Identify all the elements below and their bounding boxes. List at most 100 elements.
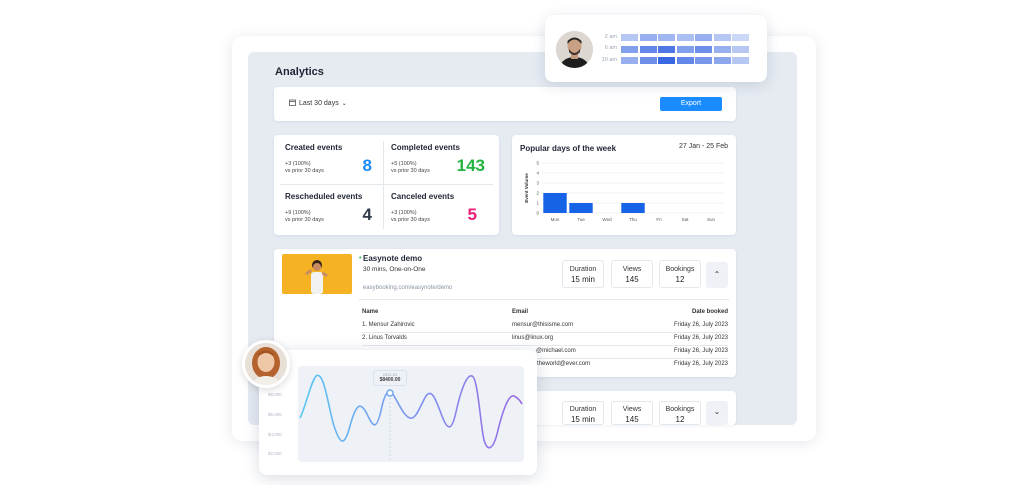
stat-value: 143 bbox=[456, 156, 485, 175]
stat-title: Completed events bbox=[391, 143, 460, 152]
bookings-metric: Bookings 12 bbox=[659, 401, 701, 425]
chevron-down-icon: ⌄ bbox=[713, 407, 721, 416]
table-cell-name: 2. Linus Torvalds bbox=[362, 335, 407, 341]
stat-value: 5 bbox=[467, 205, 477, 224]
toolbar bbox=[274, 87, 736, 121]
row-divider bbox=[362, 345, 728, 346]
row-divider bbox=[362, 358, 728, 359]
bar-thu bbox=[621, 203, 645, 213]
popular-days-card: Popular days of the week 27 Jan - 25 Feb… bbox=[512, 135, 736, 235]
bar-tue bbox=[569, 203, 593, 213]
stat-created: Created events +3 (100%) vs prior 30 day… bbox=[285, 143, 380, 175]
chevron-up-icon: ⌃ bbox=[713, 270, 721, 279]
heatmap-grid bbox=[621, 34, 751, 68]
stats-divider-v bbox=[383, 141, 384, 229]
export-button[interactable]: Export bbox=[660, 97, 722, 111]
heatmap-cell bbox=[621, 57, 638, 64]
stat-change: +5 (100%) bbox=[391, 161, 417, 167]
stat-value: 8 bbox=[362, 156, 372, 175]
stat-compare: vs prior 30 days bbox=[285, 168, 324, 174]
heatmap-cell bbox=[639, 57, 657, 64]
bar-mon bbox=[543, 193, 567, 213]
stat-compare: vs prior 30 days bbox=[285, 217, 324, 223]
tooltip-value: $8400.00 bbox=[379, 377, 401, 383]
stat-change: +3 (100%) bbox=[391, 210, 417, 216]
metric-value: 15 min bbox=[570, 275, 595, 284]
y-axis-label: $2,000 bbox=[268, 451, 282, 456]
heatmap-cell bbox=[695, 57, 712, 64]
event-name[interactable]: Easynote demo bbox=[363, 254, 423, 263]
collapse-button[interactable]: ⌃ bbox=[706, 262, 728, 288]
y-tick-label: 1 bbox=[536, 201, 539, 206]
x-tick-label: Wed bbox=[602, 217, 612, 222]
table-cell-date: Friday 26, July 2023 bbox=[673, 361, 728, 367]
stat-compare: vs prior 30 days bbox=[391, 217, 430, 223]
active-dot-icon: • bbox=[359, 255, 362, 262]
heatmap-cell bbox=[621, 34, 638, 41]
x-tick-label: Sun bbox=[707, 217, 716, 222]
table-cell-email: theworld@ever.com bbox=[537, 361, 591, 367]
date-range-label: Last 30 days bbox=[299, 100, 339, 107]
x-tick-label: Sat bbox=[682, 217, 690, 222]
stat-canceled: Canceled events +3 (100%) vs prior 30 da… bbox=[391, 192, 491, 224]
metric-label: Bookings bbox=[665, 406, 695, 413]
page-title: Analytics bbox=[275, 66, 324, 78]
heatmap-cell bbox=[639, 45, 657, 53]
bar-chart: Event Volume 0 1 2 3 4 5 Mon Tue Wed Thu Fri Sat Sun bbox=[524, 161, 724, 222]
heatmap-row-label: 10 am bbox=[601, 57, 617, 63]
stat-rescheduled: Rescheduled events +9 (100%) vs prior 30… bbox=[285, 192, 380, 224]
metric-label: Bookings bbox=[665, 266, 695, 273]
event-link[interactable]: easybooking.com/easynote/demo bbox=[363, 285, 453, 291]
heatmap-cell bbox=[732, 45, 749, 53]
metric-label: Duration bbox=[569, 266, 597, 273]
heatmap-row-label: 2 am bbox=[604, 34, 617, 40]
metric-value: 12 bbox=[675, 415, 685, 424]
y-tick-label: 3 bbox=[536, 181, 539, 186]
table-cell-email: mensur@thisisme.com bbox=[512, 322, 574, 328]
stat-value: 4 bbox=[362, 205, 372, 224]
metric-value: 145 bbox=[625, 275, 639, 284]
stat-completed: Completed events +5 (100%) vs prior 30 d… bbox=[391, 143, 491, 175]
y-tick-label: 0 bbox=[536, 211, 539, 216]
metric-label: Views bbox=[622, 406, 642, 413]
table-cell-name: 1. Mensur Zahirovic bbox=[362, 322, 415, 328]
col-header-date: Date booked bbox=[691, 309, 728, 315]
table-cell-email: @michael.com bbox=[536, 348, 576, 354]
expand-button[interactable]: ⌄ bbox=[706, 401, 728, 425]
heatmap-cell bbox=[713, 57, 731, 64]
heatmap-cell bbox=[695, 45, 712, 53]
date-range: 27 Jan - 25 Feb bbox=[678, 143, 728, 150]
y-axis-label: $6,000 bbox=[268, 412, 282, 417]
event-card-2 bbox=[514, 391, 736, 425]
event-details: 30 mins, One-on-One bbox=[363, 266, 426, 273]
stat-compare: vs prior 30 days bbox=[391, 168, 430, 174]
heatmap-cell bbox=[658, 34, 675, 41]
heatmap-row-label: 6 am bbox=[604, 45, 617, 51]
chart-tooltip: 2021.01 $8400.00 bbox=[373, 370, 407, 386]
y-tick-label: 4 bbox=[536, 171, 539, 176]
y-axis-title: Event Volume bbox=[524, 173, 529, 203]
views-metric: Views 145 bbox=[611, 401, 653, 425]
views-metric: Views 145 bbox=[611, 260, 653, 288]
col-header-name: Name bbox=[362, 309, 379, 315]
avatar bbox=[242, 340, 290, 388]
x-tick-label: Thu bbox=[629, 217, 637, 222]
stat-title: Canceled events bbox=[391, 192, 455, 201]
stat-title: Created events bbox=[285, 143, 343, 152]
avatar bbox=[556, 31, 593, 68]
x-tick-label: Mon bbox=[551, 217, 560, 222]
metric-label: Views bbox=[622, 266, 642, 273]
metric-value: 145 bbox=[625, 415, 639, 424]
date-range-select[interactable]: Last 30 days ⌄ bbox=[289, 99, 347, 108]
table-cell-email: linus@linux.org bbox=[512, 335, 554, 341]
stat-title: Rescheduled events bbox=[285, 192, 363, 201]
heatmap-cell bbox=[732, 57, 749, 64]
line-chart bbox=[299, 374, 523, 460]
calendar-icon bbox=[289, 99, 296, 108]
line-series bbox=[299, 374, 523, 449]
heatmap-cell bbox=[658, 57, 675, 64]
col-header-email: Email bbox=[512, 309, 529, 315]
y-tick-label: 5 bbox=[536, 161, 539, 166]
heatmap-cell bbox=[639, 34, 657, 41]
metric-value: 15 min bbox=[570, 415, 595, 424]
